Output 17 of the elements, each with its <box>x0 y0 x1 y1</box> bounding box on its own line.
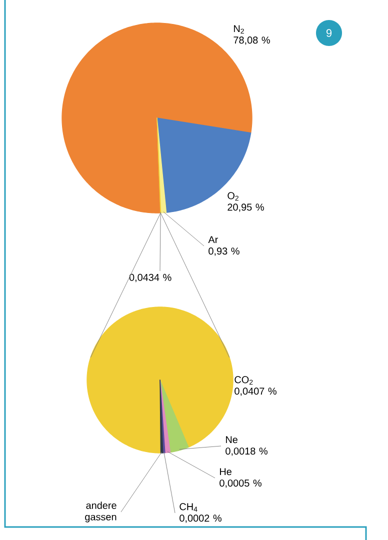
data-label: 78,08 % <box>234 36 270 45</box>
slice-label: Ne <box>226 436 238 444</box>
data-label: 20,95 % <box>228 204 264 212</box>
slice-label: andere gassen <box>85 502 116 522</box>
slice-label: CH$_{4}$ <box>180 503 198 512</box>
slice-label: Ar <box>208 236 218 244</box>
data-label: 0,93 % <box>208 248 240 256</box>
data-label: 0,0434 % <box>129 274 172 282</box>
data-label: 0,0005 % <box>220 480 262 488</box>
text: 9 <box>326 29 332 37</box>
data-label: 0,0018 % <box>226 448 268 456</box>
slice-label: He <box>220 468 232 476</box>
slice-label: N$_{2}$ <box>234 25 244 34</box>
slice-label: O$_{2}$ <box>228 192 238 201</box>
data-label: 0,0407 % <box>234 388 276 396</box>
data-label: 0,0002 % <box>180 514 222 523</box>
slice-label: CO$_{2}$ <box>234 376 253 385</box>
